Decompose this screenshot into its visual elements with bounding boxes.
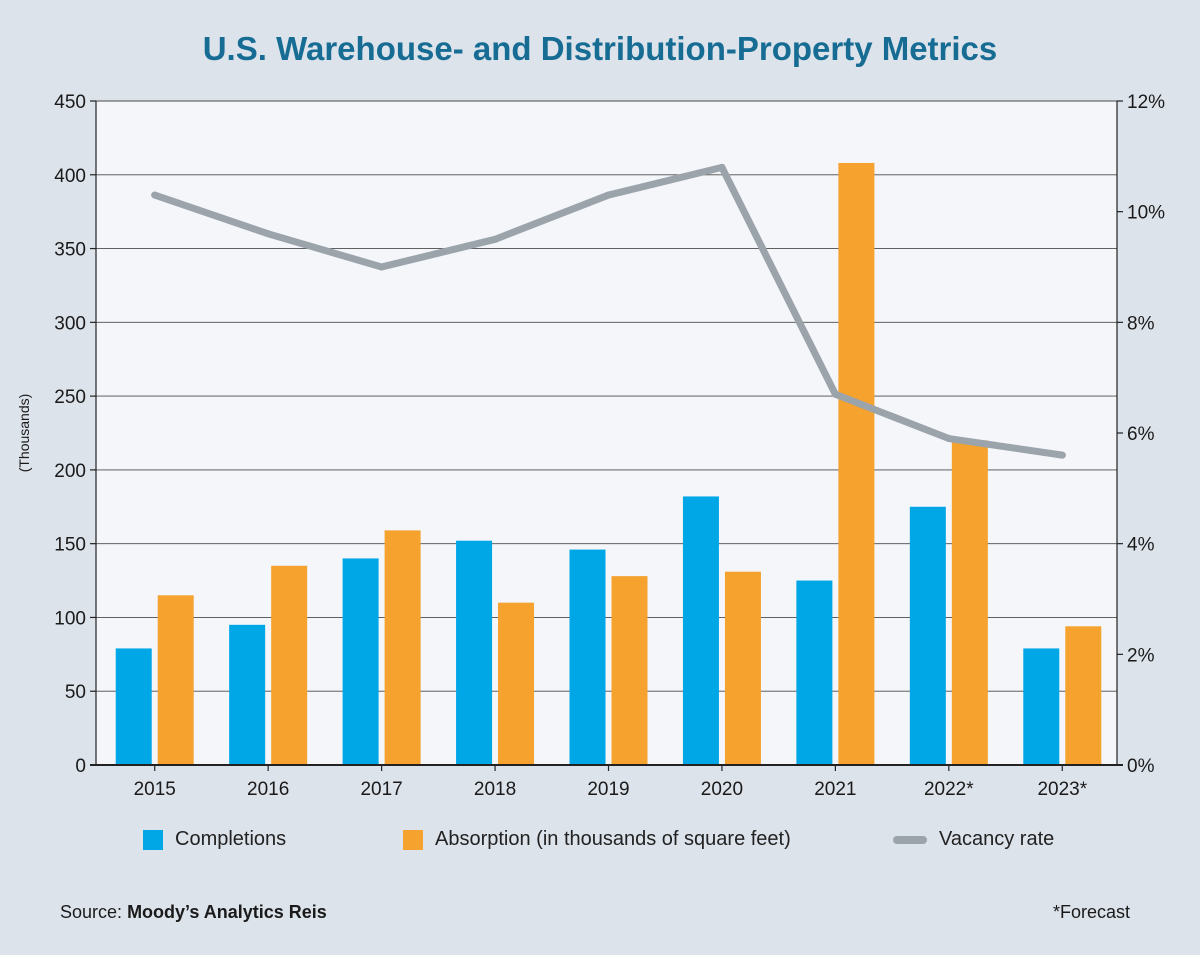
x-tick-label: 2015 <box>134 779 176 800</box>
x-tick-label: 2023* <box>1037 779 1087 800</box>
bar-absorption <box>611 576 648 765</box>
vacancy-rate-point <box>831 390 839 398</box>
y2-tick-label: 4% <box>1127 535 1155 556</box>
bar-completions <box>456 540 493 765</box>
y2-tick-label: 0% <box>1127 756 1155 777</box>
vacancy-rate-point <box>1058 451 1066 459</box>
vacancy-rate-point <box>718 163 726 171</box>
x-tick-label: 2021 <box>814 779 856 800</box>
bar-completions <box>115 648 152 765</box>
grid-lines <box>96 100 1117 692</box>
vacancy-rate-point <box>264 230 272 238</box>
vacancy-rate-point <box>151 191 159 199</box>
axes: 0 50 100 150 200 250 300 350 400 450 0% 2% 4% 6% 8% 10%… <box>54 92 1165 800</box>
y-tick-label: 300 <box>54 313 86 334</box>
y-tick-label: 250 <box>54 387 86 408</box>
vacancy-rate-point <box>378 263 386 271</box>
legend-label-completions: Completions <box>175 828 287 850</box>
source-name: Moody’s Analytics Reis <box>127 902 327 922</box>
y-tick-label: 50 <box>65 682 86 703</box>
y-tick-label: 150 <box>54 535 86 556</box>
vacancy-rate-point <box>491 235 499 243</box>
legend-completions: Completions <box>143 828 286 851</box>
source-label: Source: <box>60 902 123 922</box>
legend: Completions Absorption (in thousands of … <box>0 828 1200 862</box>
y2-tick-label: 2% <box>1127 645 1155 666</box>
x-tick-label: 2016 <box>247 779 289 800</box>
vacancy-rate-point <box>605 191 612 199</box>
legend-label-vacancy: Vacancy rate <box>939 828 1055 850</box>
y2-tick-label: 12% <box>1127 92 1165 113</box>
bar-completions <box>909 506 946 765</box>
bar-absorption <box>498 602 535 765</box>
y2-tick-label: 8% <box>1127 313 1155 334</box>
legend-absorption: Absorption (in thousands of square feet) <box>403 828 791 851</box>
bar-absorption <box>838 162 875 765</box>
bar-absorption <box>384 530 421 765</box>
source-note: Source: Moody’s Analytics Reis <box>60 902 327 923</box>
chart-title: U.S. Warehouse- and Distribution-Propert… <box>202 30 998 67</box>
bar-completions <box>682 496 719 765</box>
x-tick-label: 2017 <box>360 779 402 800</box>
y2-tick-label: 10% <box>1127 203 1165 224</box>
y-axis-label: (Thousands) <box>16 394 32 473</box>
x-tick-label: 2018 <box>474 779 516 800</box>
bar-completions <box>796 580 833 765</box>
y-tick-label: 450 <box>54 92 86 113</box>
legend-label-absorption: Absorption (in thousands of square feet) <box>435 828 791 850</box>
bar-completions <box>1023 648 1060 765</box>
legend-swatch-completions <box>143 829 163 850</box>
bar-absorption <box>271 565 308 765</box>
y-tick-label: 350 <box>54 240 86 261</box>
bar-absorption <box>157 595 194 765</box>
legend-swatch-vacancy <box>893 835 927 844</box>
x-tick-label: 2020 <box>701 779 743 800</box>
bar-completions <box>342 558 379 765</box>
bar-absorption <box>1065 626 1102 765</box>
legend-vacancy: Vacancy rate <box>893 828 1054 851</box>
bar-absorption <box>724 571 761 765</box>
bar-completions <box>569 549 606 765</box>
bar-completions <box>229 624 266 765</box>
plot-area <box>96 101 1117 765</box>
y2-tick-label: 6% <box>1127 424 1155 445</box>
legend-swatch-absorption <box>403 829 423 850</box>
vacancy-rate-point <box>945 435 953 443</box>
y-tick-label: 200 <box>54 461 86 482</box>
bars <box>115 162 1102 765</box>
vacancy-line-group <box>151 163 1066 459</box>
x-tick-label: 2022* <box>924 779 974 800</box>
y-tick-label: 100 <box>54 608 86 629</box>
bar-absorption <box>951 440 988 765</box>
forecast-note: *Forecast <box>1052 902 1130 922</box>
x-tick-label: 2019 <box>587 779 629 800</box>
y-tick-label: 0 <box>75 756 86 777</box>
y-tick-label: 400 <box>54 166 86 187</box>
